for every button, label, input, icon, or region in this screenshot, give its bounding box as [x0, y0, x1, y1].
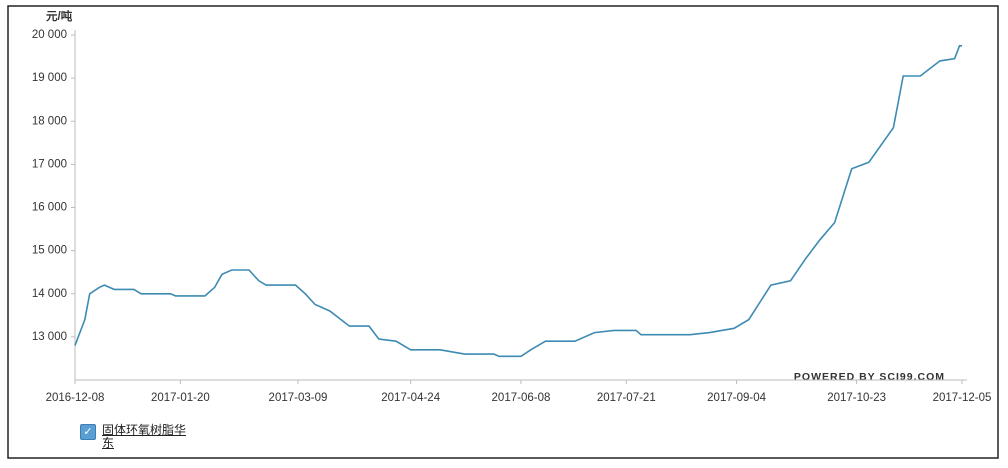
x-tick-label: 2017-07-21	[597, 392, 656, 404]
x-tick-label: 2016-12-08	[46, 392, 105, 404]
x-tick-label: 2017-01-20	[151, 392, 210, 404]
y-tick-label: 17 000	[32, 158, 67, 170]
x-tick-label: 2017-10-23	[827, 392, 886, 404]
y-tick-label: 20 000	[32, 29, 67, 41]
y-tick-label: 16 000	[32, 202, 67, 214]
y-tick-label: 15 000	[32, 245, 67, 257]
legend-checkbox[interactable]: ✓	[80, 424, 96, 440]
x-tick-label: 2017-12-05	[933, 392, 992, 404]
x-tick-label: 2017-09-04	[707, 392, 766, 404]
frame	[7, 5, 999, 459]
x-tick-label: 2017-03-09	[269, 392, 328, 404]
y-tick-label: 14 000	[32, 288, 67, 300]
series-line	[74, 45, 962, 358]
legend-label[interactable]: 固体环氧树脂华东	[102, 423, 187, 450]
y-axis-label: 元/吨	[46, 9, 73, 23]
x-tick-label: 2017-06-08	[492, 392, 551, 404]
y-tick-label: 13 000	[32, 331, 67, 343]
legend[interactable]: ✓ 固体环氧树脂华东	[80, 424, 190, 450]
y-tick-label: 19 000	[32, 72, 67, 84]
y-tick-label: 18 000	[32, 115, 67, 127]
x-tick-label: 2017-04-24	[381, 392, 440, 404]
credit: POWERED BY SCI99.COM	[794, 371, 945, 383]
